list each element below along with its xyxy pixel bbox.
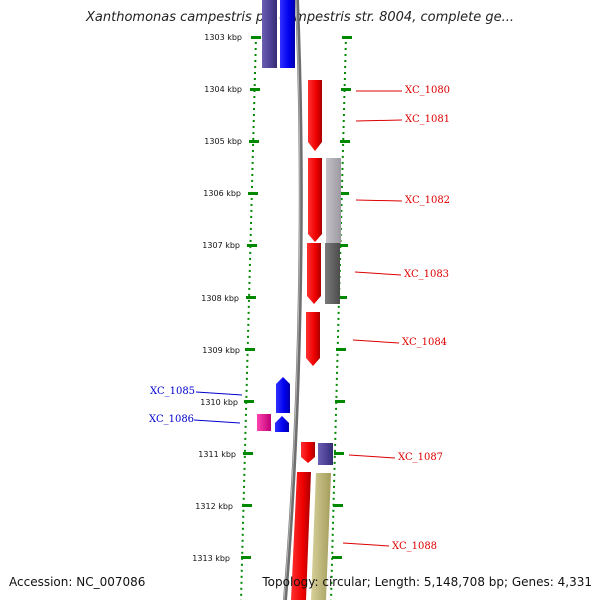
tick-right-1310 (335, 400, 345, 403)
ruler-label: 1303 kbp (204, 33, 242, 42)
tick-1309 (245, 348, 255, 351)
accession-text: Accession: NC_007086 (9, 575, 146, 589)
tick-1313 (241, 556, 251, 559)
ruler-ticks (241, 36, 352, 559)
genome-backbone (283, 0, 303, 600)
connector-xc1086 (193, 419, 241, 424)
gene-label-xc1082[interactable]: XC_1082 (405, 195, 450, 206)
gene-label-xc1087[interactable]: XC_1087 (398, 452, 443, 463)
ruler-label: 1310 kbp (200, 398, 238, 407)
tick-1311 (243, 452, 253, 455)
tick-right-1305 (340, 140, 350, 143)
gene-feature-xc1088[interactable] (291, 472, 311, 600)
ruler-labels: 1303 kbp 1304 kbp 1305 kbp 1306 kbp 1307… (192, 33, 242, 563)
tick-1304 (250, 88, 260, 91)
connector-xc1085 (195, 391, 243, 396)
ruler-label: 1311 kbp (198, 450, 236, 459)
connector-xc1081 (355, 119, 403, 122)
tick-right-1309 (336, 348, 346, 351)
connector-xc1082 (355, 199, 403, 202)
ruler (240, 35, 352, 600)
gene-feature-xc1083-gray[interactable] (325, 243, 340, 304)
ruler-label: 1308 kbp (201, 294, 239, 303)
tick-right-1308 (337, 296, 347, 299)
ruler-label: 1304 kbp (204, 85, 242, 94)
ruler-label: 1309 kbp (202, 346, 240, 355)
tick-1307 (247, 244, 257, 247)
gene-feature-top-blue[interactable] (280, 0, 295, 68)
genome-info-text: Topology: circular; Length: 5,148,708 bp… (262, 575, 592, 589)
connector-xc1084 (352, 339, 400, 344)
tick-right-1303 (342, 36, 352, 39)
map-title: Xanthomonas campestris pv. campestris st… (86, 10, 514, 25)
tick-right-1311 (334, 452, 344, 455)
gene-feature-xc1087[interactable] (301, 442, 315, 463)
tick-1312 (242, 504, 252, 507)
gene-feature-xc1084[interactable] (306, 312, 320, 366)
gene-label-xc1083[interactable]: XC_1083 (404, 269, 449, 280)
gene-features (257, 0, 341, 600)
gene-feature-top-purple[interactable] (262, 0, 277, 68)
gene-feature-xc1087-purple[interactable] (318, 443, 333, 465)
gene-feature-xc1086-pink[interactable] (257, 414, 271, 431)
gene-label-xc1088[interactable]: XC_1088 (392, 541, 437, 552)
gene-label-xc1084[interactable]: XC_1084 (402, 337, 447, 348)
genome-backbone-highlight (283, 0, 301, 600)
gene-label-xc1085[interactable]: XC_1085 (150, 386, 195, 397)
tick-1303 (251, 36, 261, 39)
ruler-label: 1306 kbp (203, 189, 241, 198)
ruler-left-dots (240, 35, 257, 600)
gene-feature-xc1080[interactable] (308, 80, 322, 151)
connector-xc1087 (348, 454, 396, 459)
ruler-label: 1305 kbp (204, 137, 242, 146)
ruler-right-dots (330, 35, 347, 600)
gene-feature-xc1082-gray[interactable] (326, 158, 341, 244)
tick-right-1304 (341, 88, 351, 91)
connector-xc1088 (342, 542, 390, 547)
gene-label-xc1086[interactable]: XC_1086 (149, 414, 194, 425)
gene-label-xc1080[interactable]: XC_1080 (405, 85, 450, 96)
tick-right-1312 (333, 504, 343, 507)
gene-feature-xc1085[interactable] (276, 377, 290, 413)
connector-xc1083 (354, 271, 402, 276)
tick-1310 (244, 400, 254, 403)
label-connectors (193, 90, 403, 547)
ruler-label: 1313 kbp (192, 554, 230, 563)
gene-feature-xc1086[interactable] (275, 416, 289, 432)
gene-feature-xc1083[interactable] (307, 243, 321, 304)
gene-feature-xc1088-olive[interactable] (311, 473, 331, 600)
tick-right-1307 (338, 244, 348, 247)
tick-right-1313 (332, 556, 342, 559)
gene-label-xc1081[interactable]: XC_1081 (405, 114, 450, 125)
tick-1308 (246, 296, 256, 299)
ruler-label: 1307 kbp (202, 241, 240, 250)
ruler-label: 1312 kbp (195, 502, 233, 511)
tick-1305 (249, 140, 259, 143)
gene-feature-xc1082[interactable] (308, 158, 322, 242)
tick-1306 (248, 192, 258, 195)
gene-labels: XC_1080 XC_1081 XC_1082 XC_1083 XC_1084 … (149, 85, 450, 552)
tick-right-1306 (339, 192, 349, 195)
